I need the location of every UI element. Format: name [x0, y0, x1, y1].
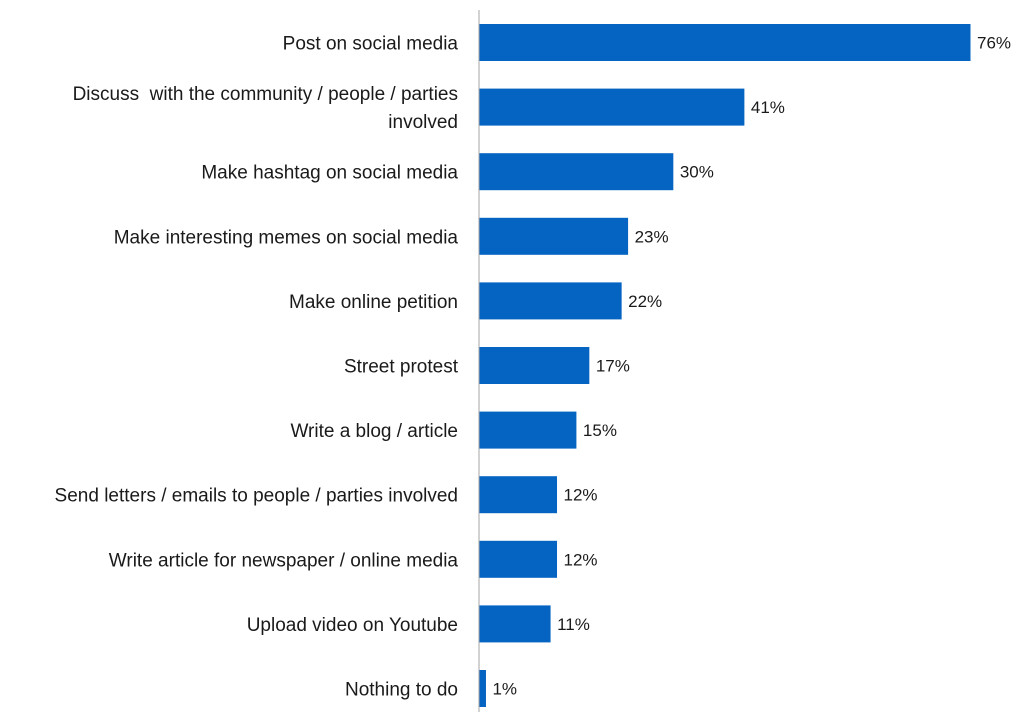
bar [479, 411, 577, 449]
value-label: 23% [635, 227, 669, 246]
value-label: 1% [492, 680, 517, 699]
bar [479, 282, 622, 320]
value-label: 12% [564, 486, 598, 505]
category-label-line: Discuss with the community / people / pa… [73, 84, 458, 105]
bars-group [479, 24, 971, 707]
category-label: Discuss with the community / people / pa… [73, 84, 458, 133]
value-label: 22% [628, 292, 662, 311]
category-label: Send letters / emails to people / partie… [55, 486, 458, 507]
value-label: 76% [977, 34, 1011, 53]
value-label: 17% [596, 357, 630, 376]
category-label: Upload video on Youtube [247, 615, 458, 636]
value-label: 11% [557, 615, 590, 634]
bar [479, 153, 674, 191]
bar [479, 476, 558, 514]
bar [479, 670, 486, 707]
category-label: Write a blog / article [290, 421, 458, 442]
bar [479, 605, 551, 643]
bar [479, 24, 971, 61]
value-label: 30% [680, 163, 714, 182]
category-label: Street protest [344, 357, 459, 378]
bar [479, 217, 629, 255]
bar [479, 540, 558, 578]
category-label: Make hashtag on social media [201, 163, 458, 184]
category-label: Make interesting memes on social media [114, 227, 459, 248]
bar [479, 88, 745, 126]
category-label: Write article for newspaper / online med… [109, 550, 459, 571]
category-label: Post on social media [283, 34, 459, 55]
value-labels-group: 76% 41% 30% 23% 22% 17% 15% 12% 12% 11% 1% [492, 34, 1011, 699]
value-label: 12% [564, 550, 598, 569]
value-label: 15% [583, 421, 617, 440]
bar [479, 347, 590, 384]
category-label-line: involved [388, 112, 458, 133]
category-labels-group: Post on social media Discuss with the com… [55, 34, 459, 701]
category-label: Make online petition [289, 292, 458, 313]
value-label: 41% [751, 98, 785, 117]
category-label: Nothing to do [345, 680, 458, 701]
